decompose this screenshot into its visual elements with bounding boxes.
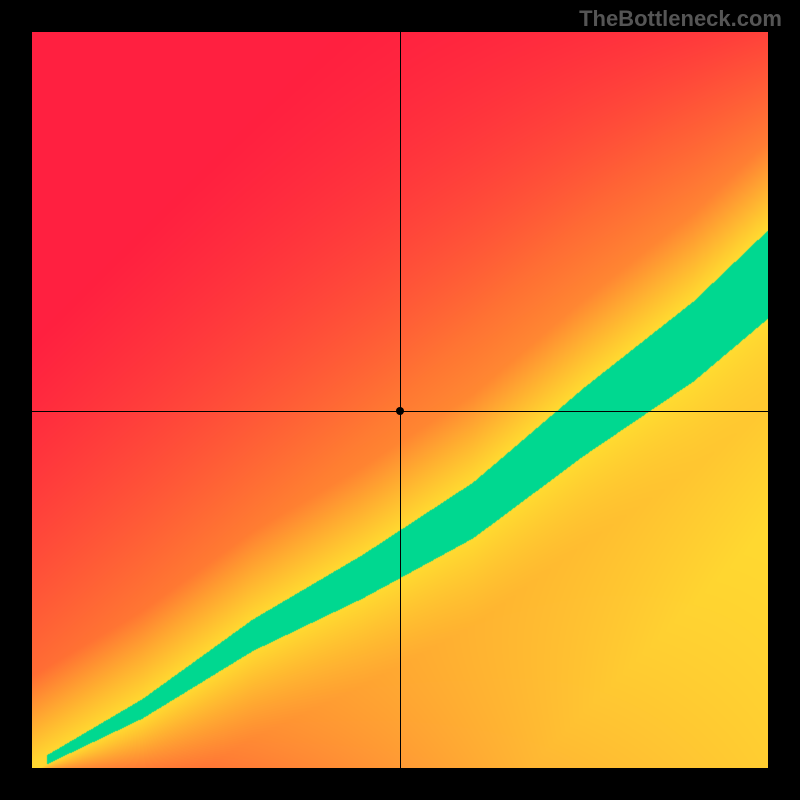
crosshair-marker[interactable]	[396, 407, 404, 415]
crosshair-vertical	[400, 32, 401, 768]
heatmap-plot	[32, 32, 768, 768]
watermark-text: TheBottleneck.com	[579, 6, 782, 32]
